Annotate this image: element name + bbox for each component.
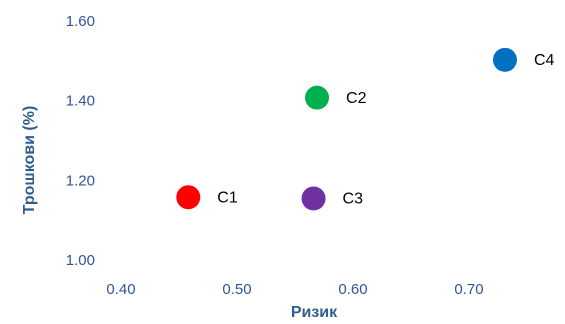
point-label: C1 [217,189,238,206]
point-label: C3 [343,191,364,208]
point [176,185,201,210]
y-tick-label: 1.60 [66,13,95,30]
y-tick-label: 1.00 [66,252,95,269]
x-tick-label: 0.50 [222,281,251,298]
x-tick-label: 0.60 [338,281,367,298]
point [301,186,326,211]
point [492,47,517,72]
x-tick-label: 0.70 [454,281,483,298]
y-axis-title: Трошкови (%) [21,106,38,215]
x-axis-title: Ризик [291,304,338,321]
point-label: C4 [534,52,555,69]
y-tick-label: 1.40 [66,93,95,110]
point [305,85,330,110]
x-tick-label: 0.40 [106,281,135,298]
y-tick-label: 1.20 [66,172,95,189]
point-label: C2 [346,90,367,107]
